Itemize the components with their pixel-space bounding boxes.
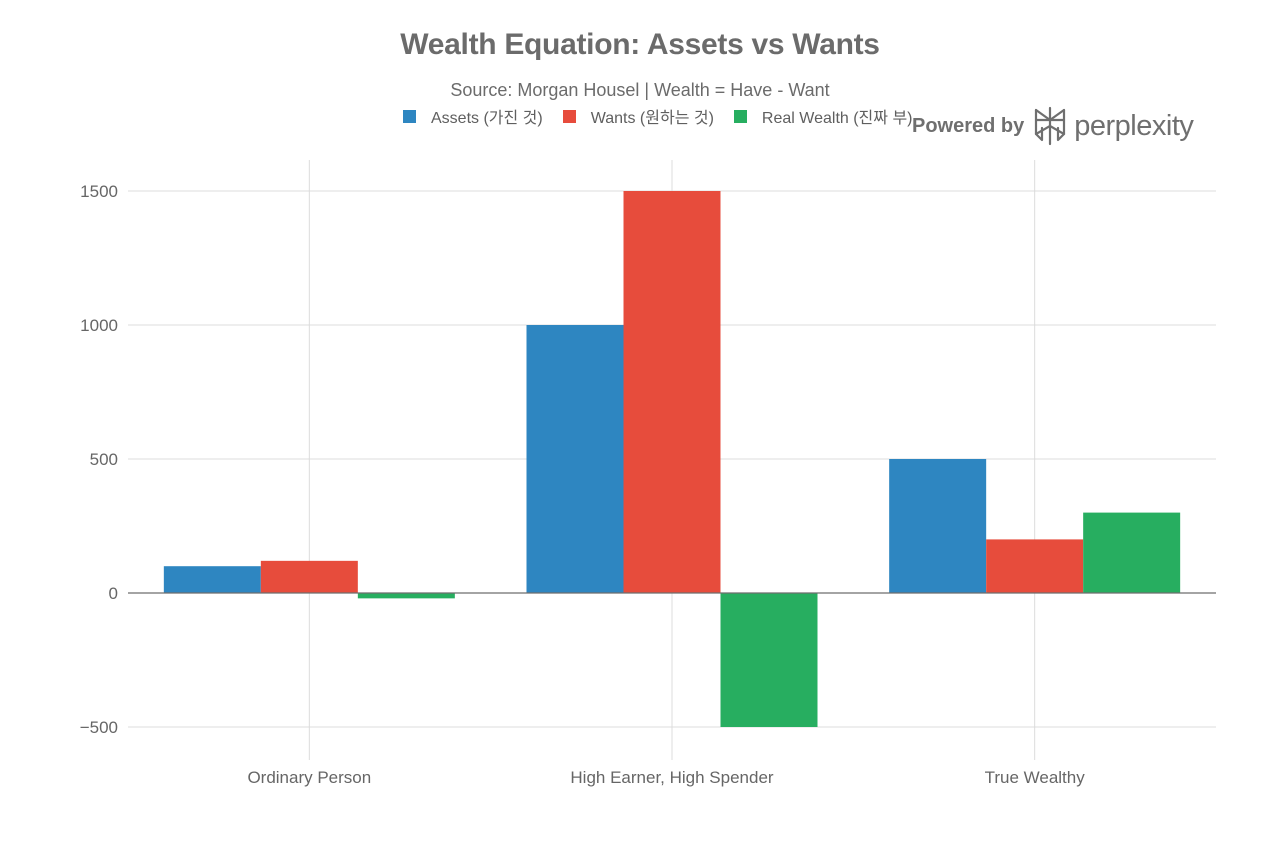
- chart-title: Wealth Equation: Assets vs Wants: [400, 28, 880, 61]
- y-tick-label: 1000: [80, 316, 118, 335]
- bar-wants-0[interactable]: [260, 560, 358, 593]
- y-tick-label: 0: [109, 584, 118, 603]
- bar-real-2[interactable]: [1083, 512, 1181, 593]
- bars: [163, 191, 1181, 727]
- x-axis-ticks: Ordinary Person High Earner, High Spender…: [247, 768, 1085, 787]
- y-tick-label: 1500: [80, 182, 118, 201]
- legend-swatch-assets: [403, 109, 416, 123]
- legend: Assets (가진 것) Wants (원하는 것) Real Wealth …: [403, 104, 933, 128]
- y-axis-ticks: −500 0 500 1000 1500: [80, 182, 118, 737]
- bar-real-1[interactable]: [720, 593, 818, 727]
- x-tick-label: Ordinary Person: [247, 768, 371, 787]
- y-tick-label: 500: [90, 450, 118, 469]
- bar-assets-1[interactable]: [526, 325, 624, 593]
- bar-assets-2[interactable]: [889, 459, 987, 593]
- legend-item-wants[interactable]: Wants (원하는 것): [562, 104, 714, 128]
- x-tick-label: High Earner, High Spender: [570, 768, 774, 787]
- bar-assets-0[interactable]: [163, 566, 261, 593]
- legend-swatch-real-wealth: [733, 109, 747, 123]
- chart-subtitle: Source: Morgan Housel | Wealth = Have - …: [450, 80, 830, 100]
- legend-label-assets: Assets (가진 것): [431, 110, 543, 127]
- y-tick-label: −500: [80, 718, 118, 737]
- legend-item-real-wealth[interactable]: Real Wealth (진짜 부): [733, 104, 913, 128]
- legend-label-wants: Wants (원하는 것): [590, 110, 714, 127]
- bar-wants-2[interactable]: [986, 539, 1084, 593]
- bar-real-0[interactable]: [357, 593, 455, 599]
- branding-wordmark: perplexity: [1074, 109, 1194, 142]
- legend-item-assets[interactable]: Assets (가진 것): [403, 104, 543, 128]
- branding: Powered by perplexity: [912, 106, 1194, 146]
- perplexity-logo-icon: [1035, 106, 1066, 146]
- x-tick-label: True Wealthy: [985, 768, 1086, 787]
- legend-label-real-wealth: Real Wealth (진짜 부): [761, 110, 913, 127]
- branding-powered-by: Powered by: [912, 114, 1025, 137]
- legend-swatch-wants: [562, 109, 576, 123]
- bar-wants-1[interactable]: [623, 191, 721, 593]
